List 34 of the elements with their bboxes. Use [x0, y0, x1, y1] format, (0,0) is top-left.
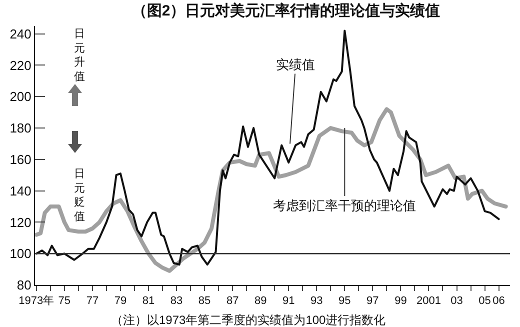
x-tick-label: 05	[478, 295, 491, 308]
annotation: 日元升值	[74, 28, 85, 83]
x-tick-label: 89	[254, 295, 267, 308]
x-tick-label: 81	[142, 295, 155, 308]
x-tick-label: 1973年	[18, 295, 54, 308]
x-tick-label: 85	[198, 295, 211, 308]
y-tick-label: 80	[16, 278, 32, 293]
x-tick-label: 91	[282, 295, 295, 308]
line-series	[35, 107, 508, 273]
chart-title: （图2）日元对美元汇率行情的理论值与实绩值	[132, 1, 440, 20]
annotation: 考虑到汇率干预的理论值	[273, 198, 416, 213]
y-tick-label: 180	[10, 120, 32, 136]
text: （注）以1973年第二季度的实绩值为100进行指数化	[111, 313, 386, 327]
x-tick-label: 97	[366, 295, 379, 308]
annotation: 实绩值	[276, 57, 315, 72]
x-tick-label: 79	[114, 295, 127, 308]
x-tick-label: 75	[58, 295, 71, 308]
y-tick-label: 120	[10, 214, 32, 230]
x-tick-label: 03	[450, 295, 463, 308]
x-tick-label: 99	[394, 295, 407, 308]
x-tick-label: 06	[492, 295, 505, 308]
x-tick-label: 87	[226, 295, 239, 308]
y-tick-label: 100	[10, 246, 32, 262]
y-tick-label: 220	[10, 58, 32, 73]
x-tick-label: 95	[338, 295, 351, 308]
x-tick-label: 93	[310, 295, 323, 308]
annotation: 日元贬值	[74, 168, 85, 223]
x-tick-label: 83	[170, 295, 183, 308]
y-tick-label: 240	[10, 26, 32, 42]
y-tick-label: 200	[10, 89, 32, 104]
x-tick-label: 77	[86, 295, 99, 308]
y-tick-label: 140	[10, 183, 32, 198]
x-tick-label: 2001	[416, 295, 441, 308]
y-tick-label: 160	[10, 152, 32, 167]
